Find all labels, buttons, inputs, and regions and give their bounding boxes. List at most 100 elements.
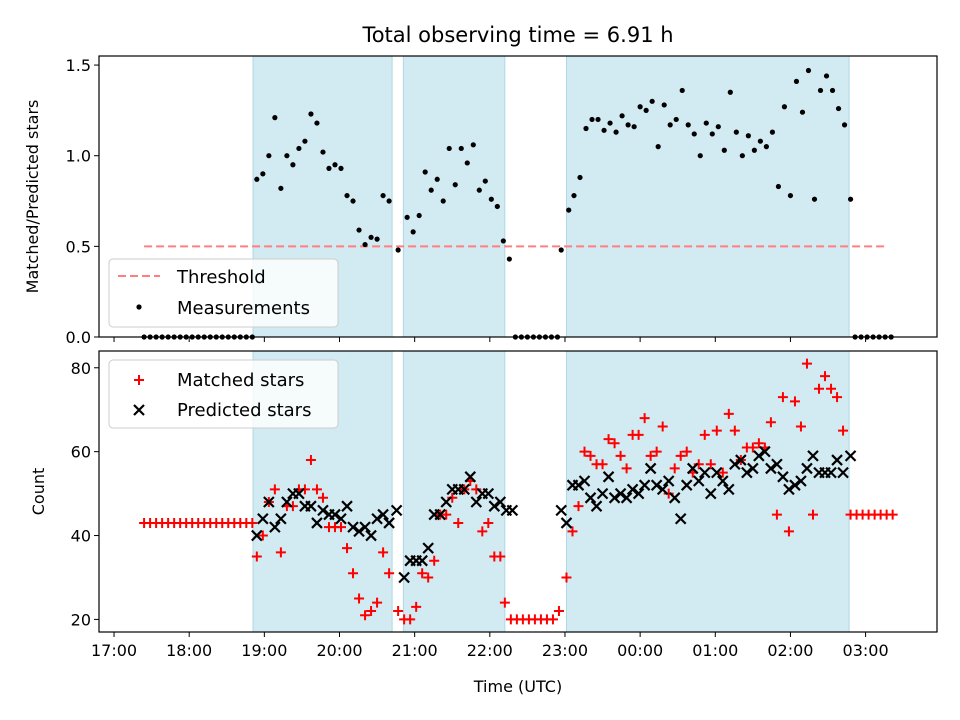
data-point [578, 475, 591, 487]
data-point [789, 479, 801, 491]
data-point [320, 149, 326, 155]
data-point [488, 196, 494, 202]
data-point [383, 517, 395, 529]
data-point [440, 198, 446, 204]
data-point [553, 606, 564, 617]
data-point [260, 171, 266, 177]
data-point [644, 462, 657, 475]
data-point [572, 479, 585, 491]
data-point [272, 115, 278, 121]
axes-frame [98, 350, 938, 633]
data-point [745, 133, 751, 139]
x-tick-label: 22:00 [467, 641, 513, 660]
data-point [614, 487, 627, 500]
data-point [631, 124, 637, 130]
data-point [838, 425, 849, 436]
data-point [452, 182, 458, 188]
data-point [887, 509, 898, 520]
data-point [639, 413, 650, 424]
data-point [669, 463, 680, 474]
data-point [362, 241, 368, 248]
data-point [747, 442, 758, 453]
data-point [771, 458, 783, 471]
data-point [558, 247, 564, 253]
y-tick-label: 60 [71, 443, 91, 462]
data-point [807, 509, 818, 520]
data-point [759, 445, 771, 458]
data-point [765, 417, 776, 428]
data-point [428, 187, 434, 193]
data-point [577, 174, 583, 181]
data-point [729, 458, 741, 471]
data-point [626, 483, 639, 496]
data-point [269, 521, 281, 533]
data-point [814, 383, 825, 394]
data-point [470, 496, 483, 508]
data-point [698, 466, 711, 479]
data-point [356, 227, 362, 233]
data-point [739, 153, 745, 159]
data-point [692, 475, 705, 487]
data-point [393, 606, 404, 617]
ratio-panel: 0.0 0.5 1.0 1.5 Matched/Predicted stars Thres… [23, 55, 938, 347]
data-point [378, 547, 389, 558]
data-point [476, 187, 482, 193]
data-point [384, 568, 395, 579]
data-point [293, 487, 305, 500]
legend-box [108, 258, 339, 328]
data-point [781, 104, 788, 110]
data-point [464, 160, 470, 166]
legend-label: Measurements [177, 298, 310, 319]
data-point [275, 547, 286, 558]
data-point [329, 508, 341, 521]
data-point [566, 207, 572, 213]
data-point [835, 105, 842, 112]
data-point [247, 517, 258, 528]
data-point [500, 238, 506, 244]
data-point [495, 551, 506, 562]
data-point [832, 392, 843, 403]
data-point [429, 555, 440, 566]
data-point [735, 454, 747, 466]
data-point [705, 487, 717, 500]
data-point [729, 425, 740, 436]
data-point [649, 98, 655, 104]
data-point [805, 67, 812, 74]
data-point [314, 120, 320, 126]
data-point [841, 122, 848, 128]
data-point [477, 526, 488, 537]
y-tick-label: 40 [71, 527, 91, 546]
data-point [417, 568, 428, 579]
data-point [831, 454, 843, 466]
data-point [615, 450, 626, 461]
data-point [775, 183, 782, 190]
data-point [777, 471, 789, 483]
data-point [662, 475, 675, 487]
data-point [410, 229, 416, 235]
y-tick-label: 1.0 [66, 147, 91, 166]
data-point [602, 471, 615, 483]
data-point [305, 455, 316, 466]
data-point [621, 463, 632, 474]
data-point [741, 466, 753, 479]
data-point [281, 496, 293, 508]
data-point [488, 500, 501, 512]
data-point [257, 530, 268, 541]
x-tick-label: 21:00 [392, 641, 438, 660]
legend-measurement-swatch [136, 304, 142, 310]
data-point [651, 446, 662, 457]
count-panel: 20 40 60 80 Count 17:00 18:00 19:00 20:00 21:00 22… [29, 350, 938, 660]
data-point [317, 492, 328, 503]
data-point [354, 593, 365, 604]
data-point [278, 185, 284, 191]
data-point [555, 504, 567, 517]
data-point [423, 572, 434, 583]
data-point [793, 78, 800, 84]
axes-frame [98, 55, 938, 338]
data-point [366, 606, 377, 617]
data-point [434, 508, 446, 521]
data-point [801, 462, 813, 475]
data-point [398, 571, 410, 584]
y-tick-label: 1.5 [66, 56, 91, 75]
data-point [795, 421, 806, 432]
